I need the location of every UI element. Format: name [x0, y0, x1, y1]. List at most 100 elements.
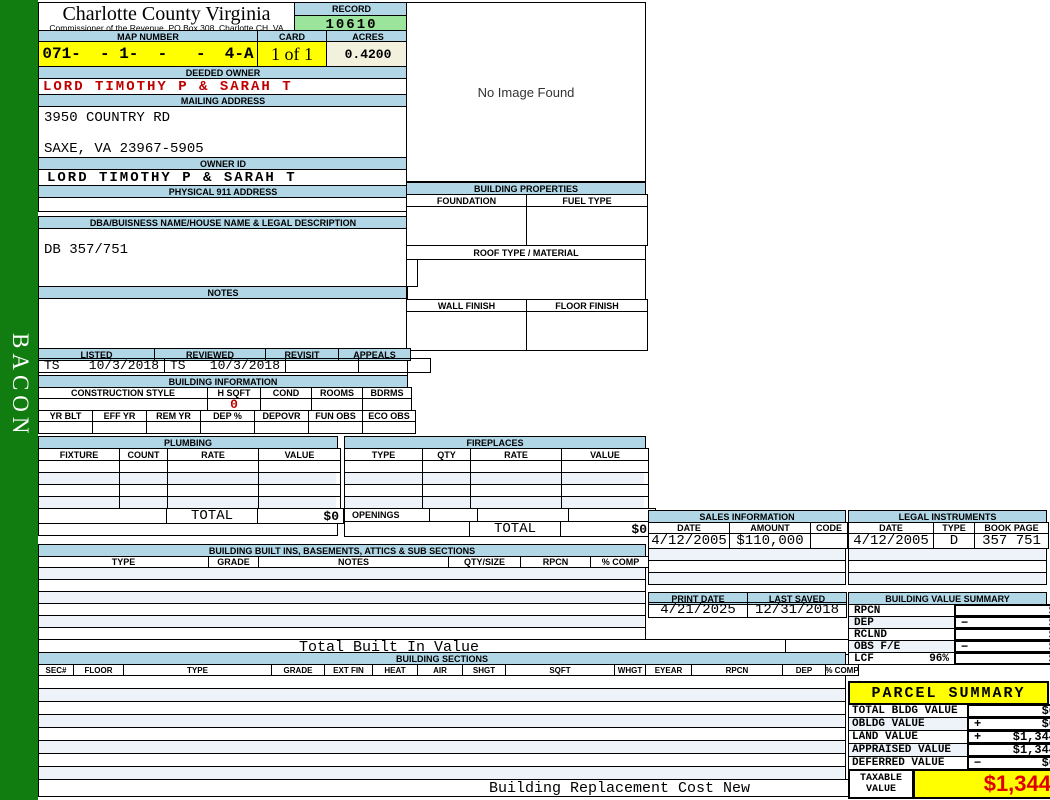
wall-finish-value	[406, 311, 527, 351]
listed-by: TS	[44, 358, 60, 373]
plumbing-total-label: TOTAL	[166, 508, 258, 524]
building-properties-section: BUILDING PROPERTIES FOUNDATION FUEL TYPE…	[406, 182, 648, 351]
physical-911-value	[38, 197, 408, 212]
sales-row: 4/12/2005 $110,000	[648, 533, 848, 549]
empty-row	[38, 727, 846, 741]
value: $0	[1049, 604, 1050, 618]
reviewed-date: 10/3/2018	[209, 358, 280, 373]
no-image-text: No Image Found	[477, 84, 575, 100]
parcel-row-appraised: APPRAISED VALUE $1,344	[848, 743, 1050, 757]
op: +	[974, 717, 982, 731]
deferred-value-label: DEFERRED VALUE	[848, 756, 968, 770]
lcf-label: LCF 96%	[848, 652, 955, 665]
value: $0	[1041, 717, 1050, 731]
listed-date: 10/3/2018	[88, 358, 159, 373]
value: $0	[1049, 640, 1050, 654]
sale-amount: $110,000	[729, 533, 811, 549]
property-photo-placeholder: No Image Found	[406, 2, 646, 182]
value: $0	[1041, 756, 1050, 770]
openings-label: OPENINGS	[344, 508, 430, 522]
legal-instruments-section: LEGAL INSTRUMENTS DATE TYPE BOOK PAGE 4/…	[848, 510, 1049, 585]
appeals-value	[358, 358, 431, 373]
openings-qty	[429, 508, 478, 522]
revisit-value	[285, 358, 359, 373]
dba-value: DB 357/751	[38, 228, 418, 287]
sale-date: 4/12/2005	[648, 533, 730, 549]
fireplaces-total-value: $0	[560, 521, 652, 537]
total-bldg-value-label: TOTAL BLDG VALUE	[848, 704, 968, 718]
appraised-value-label: APPRAISED VALUE	[848, 743, 968, 757]
building-sections-section: BUILDING SECTIONS SEC# FLOOR TYPE GRADE …	[38, 652, 1050, 797]
parcel-row-total-bldg: TOTAL BLDG VALUE $0	[848, 704, 1050, 718]
fireplaces-section: FIREPLACES TYPE QTY RATE VALUE OPENINGS …	[344, 436, 656, 537]
plumbing-rows	[38, 460, 341, 509]
empty-row	[38, 688, 846, 702]
legal-empty-rows	[848, 548, 1047, 585]
taxable-value-label: TAXABLE VALUE	[848, 769, 914, 799]
empty-row	[38, 753, 846, 767]
foundation-value	[406, 206, 527, 246]
owner-id-value: LORD TIMOTHY P & SARAH T	[38, 169, 416, 186]
empty-row	[848, 572, 1047, 585]
legal-book-page: 357 751	[974, 533, 1049, 549]
roof-type-value	[406, 259, 646, 300]
building-information-empty-row	[38, 421, 416, 434]
parcel-summary-rows: TOTAL BLDG VALUE $0 OBLDG VALUE + $0 LAND…	[848, 704, 1050, 770]
footer-label: Building Replacement Cost New	[38, 779, 1050, 797]
openings-value	[568, 508, 656, 522]
empty-row	[38, 523, 338, 536]
reviewed-label: REVIEWED	[154, 348, 266, 361]
parcel-summary-header: PARCEL SUMMARY	[848, 681, 1049, 705]
last-saved-value: 12/31/2018	[747, 602, 847, 618]
deferred-value-cell: − $0	[967, 756, 1050, 770]
plumbing-total-value: $0	[257, 508, 344, 524]
summary-row-obs: OBS F/E − $0	[848, 639, 1050, 654]
reviewed-value: TS 10/3/2018	[164, 358, 286, 373]
fireplaces-rows	[344, 460, 649, 509]
legal-type: D	[933, 533, 975, 549]
empty-row	[38, 740, 846, 754]
op: −	[974, 756, 982, 770]
obldg-value-cell: + $0	[967, 717, 1050, 731]
plumbing-total-spacer	[38, 508, 167, 524]
sales-information-section: SALES INFORMATION DATE AMOUNT CODE 4/12/…	[648, 510, 848, 585]
reviewed-by: TS	[170, 358, 186, 373]
fireplaces-total-label: TOTAL	[469, 521, 561, 537]
record-box: RECORD 10610	[294, 2, 409, 34]
empty-row	[38, 675, 846, 689]
county-title-cell: Charlotte County Virginia Commissioner o…	[38, 2, 295, 33]
plumbing-section: PLUMBING FIXTURE COUNT RATE VALUE TOTAL …	[38, 436, 344, 536]
fireplaces-total-spacer	[344, 521, 470, 537]
floor-finish-value	[526, 311, 648, 351]
obldg-value-label: OBLDG VALUE	[848, 717, 968, 731]
total-bldg-value-cell: $0	[967, 704, 1050, 718]
listed-value: TS 10/3/2018	[38, 358, 165, 373]
op: −	[961, 639, 969, 654]
built-ins-section: BUILDING BUILT INS, BASEMENTS, ATTICS & …	[38, 544, 925, 656]
deeded-owner-value: LORD TIMOTHY P & SARAH T	[38, 78, 412, 95]
record-label: RECORD	[294, 2, 409, 16]
roof-type-label: ROOF TYPE / MATERIAL	[406, 245, 646, 260]
county-name: Charlotte County Virginia	[62, 3, 271, 25]
parcel-row-deferred: DEFERRED VALUE − $0	[848, 756, 1050, 770]
record-value: 10610	[294, 15, 409, 34]
building-information-section: BUILDING INFORMATION CONSTRUCTION STYLE …	[38, 375, 416, 434]
mailing-line2: SAXE, VA 23967-5905	[44, 141, 204, 157]
empty-row	[38, 714, 846, 728]
op: −	[961, 615, 969, 630]
empty-row	[648, 572, 846, 585]
card-value: 1 of 1	[257, 41, 327, 67]
built-ins-rows	[38, 567, 646, 640]
lcf-value-cell: $0	[954, 652, 1050, 666]
empty-row	[38, 766, 846, 780]
value: $0	[1049, 616, 1050, 630]
sales-header: SALES INFORMATION	[648, 510, 846, 523]
legal-row: 4/12/2005 D 357 751	[848, 533, 1049, 549]
mailing-line1: 3950 COUNTRY RD	[44, 110, 171, 126]
fuel-type-value	[526, 206, 648, 246]
parcel-summary-section: PARCEL SUMMARY TOTAL BLDG VALUE $0 OBLDG…	[848, 681, 1050, 799]
print-date-value: 4/21/2025	[648, 602, 748, 618]
parcel-row-obldg: OBLDG VALUE + $0	[848, 717, 1050, 731]
review-section: LISTED REVIEWED REVISIT APPEALS TS 10/3/…	[38, 348, 431, 373]
